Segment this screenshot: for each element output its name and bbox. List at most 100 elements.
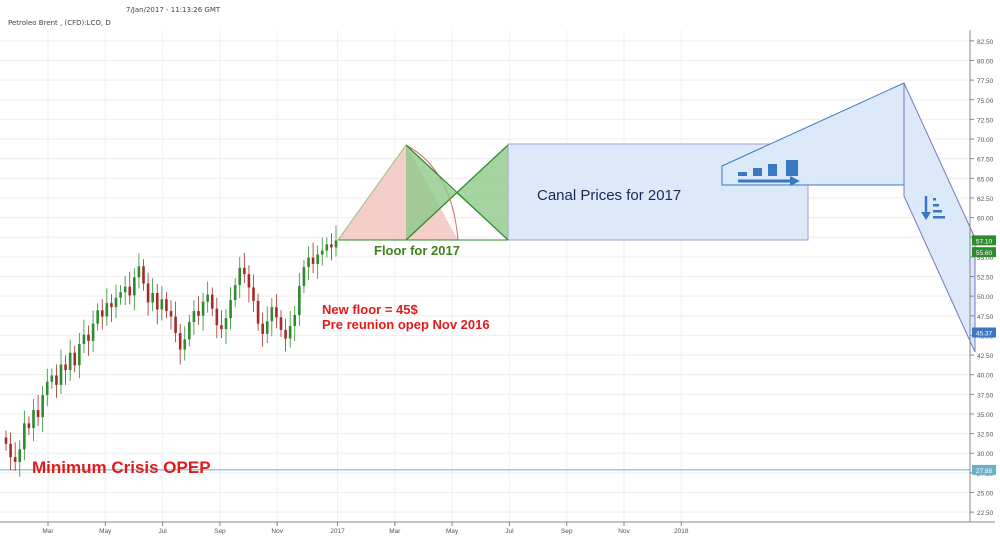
- y-tick-label: 67.50: [977, 157, 994, 164]
- pre-reunion-label: Pre reunion opep Nov 2016: [322, 317, 490, 332]
- y-tick-label: 25.00: [977, 491, 994, 498]
- candle: [50, 368, 54, 389]
- y-tick-label: 35.00: [977, 412, 994, 419]
- floor-cross-line-b: [405, 144, 509, 241]
- candle: [265, 306, 269, 343]
- candle: [87, 325, 90, 356]
- candle: [210, 287, 214, 316]
- chart-symbol: Petroleo Brent , (CFD):LCO, D: [8, 19, 111, 27]
- candle: [105, 288, 109, 326]
- x-tick-label: Mar: [42, 528, 54, 535]
- svg-text:57.10: 57.10: [976, 238, 993, 245]
- y-tick-label: 65.00: [977, 176, 994, 183]
- candle: [68, 339, 72, 381]
- y-tick-label: 37.50: [977, 392, 994, 399]
- candle: [4, 430, 8, 451]
- x-tick-label: Jul: [158, 528, 167, 535]
- price-badges: 57.10 55.60 45.37 27.88: [972, 235, 996, 475]
- floor-green-left: [406, 145, 456, 240]
- candle: [201, 292, 205, 331]
- y-tick-label: 70.00: [977, 137, 994, 144]
- candle: [73, 345, 77, 373]
- candle: [197, 296, 200, 325]
- x-tick-label: Sep: [561, 528, 573, 535]
- candle: [330, 233, 333, 261]
- candle: [275, 294, 278, 329]
- candle: [9, 432, 12, 471]
- candle: [133, 268, 136, 311]
- price-badge: 55.60: [972, 247, 996, 258]
- y-tick-label: 72.50: [977, 117, 994, 124]
- y-tick-label: 77.50: [977, 78, 994, 85]
- candle: [252, 274, 255, 312]
- candle: [18, 440, 22, 477]
- x-tick-label: May: [446, 528, 459, 535]
- candle: [298, 272, 301, 326]
- candle: [155, 283, 159, 325]
- price-badge: 45.37: [972, 327, 996, 338]
- y-tick-label: 55.00: [977, 255, 994, 262]
- sort-descending-icon: [921, 196, 945, 220]
- svg-text:27.88: 27.88: [976, 468, 993, 475]
- chart-timestamp: 7/Jan/2017 - 11:13:26 GMT: [126, 6, 221, 14]
- candle: [215, 297, 219, 339]
- candle: [64, 355, 67, 385]
- new-floor-label: New floor = 45$: [322, 302, 418, 317]
- candle: [233, 278, 237, 308]
- candle: [45, 368, 49, 407]
- candle: [183, 326, 187, 361]
- candle: [307, 246, 310, 281]
- candle: [128, 271, 132, 305]
- svg-text:45.37: 45.37: [976, 331, 993, 338]
- grid: [0, 30, 970, 522]
- y-tick-label: 52.50: [977, 275, 994, 282]
- candle: [243, 252, 246, 284]
- candle: [160, 286, 164, 321]
- y-tick-label: 50.00: [977, 294, 994, 301]
- y-tick-label: 42.50: [977, 353, 994, 360]
- candle: [146, 272, 150, 316]
- candle: [288, 311, 292, 348]
- candle: [91, 310, 95, 352]
- candle: [247, 265, 251, 303]
- candle: [302, 260, 306, 293]
- candle: [192, 300, 196, 336]
- candle: [55, 364, 58, 398]
- x-tick-label: 2018: [674, 528, 689, 535]
- candle: [13, 442, 17, 471]
- candle: [123, 275, 127, 306]
- candle: [151, 278, 154, 312]
- candle: [114, 284, 118, 319]
- canal-label: Canal Prices for 2017: [537, 187, 681, 204]
- candle: [36, 395, 40, 427]
- time-axis: Mar May Jul Sep Nov 2017 Mar May Jul Sep Nov 2018: [42, 522, 689, 535]
- candle: [188, 314, 191, 347]
- candle: [279, 310, 283, 337]
- y-tick-label: 32.50: [977, 432, 994, 439]
- x-tick-label: May: [99, 528, 112, 535]
- candle: [82, 319, 86, 354]
- candle: [59, 349, 63, 394]
- floor-left-edge: [337, 144, 407, 241]
- candle: [110, 294, 113, 323]
- candle: [32, 399, 35, 442]
- floor-green-right: [456, 145, 508, 240]
- x-tick-label: Mar: [389, 528, 401, 535]
- candle: [142, 259, 145, 291]
- candle: [256, 293, 260, 331]
- y-tick-label: 62.50: [977, 196, 994, 203]
- channel-upper-wedge: [721, 82, 905, 186]
- candle: [320, 237, 324, 266]
- x-tick-label: 2017: [330, 528, 345, 535]
- candle: [325, 237, 329, 258]
- candle: [270, 298, 274, 337]
- candle: [23, 410, 26, 461]
- candle: [261, 312, 264, 347]
- candle: [206, 281, 209, 313]
- candle: [334, 225, 338, 257]
- candle: [41, 386, 44, 433]
- candle: [284, 318, 287, 352]
- y-tick-label: 75.00: [977, 98, 994, 105]
